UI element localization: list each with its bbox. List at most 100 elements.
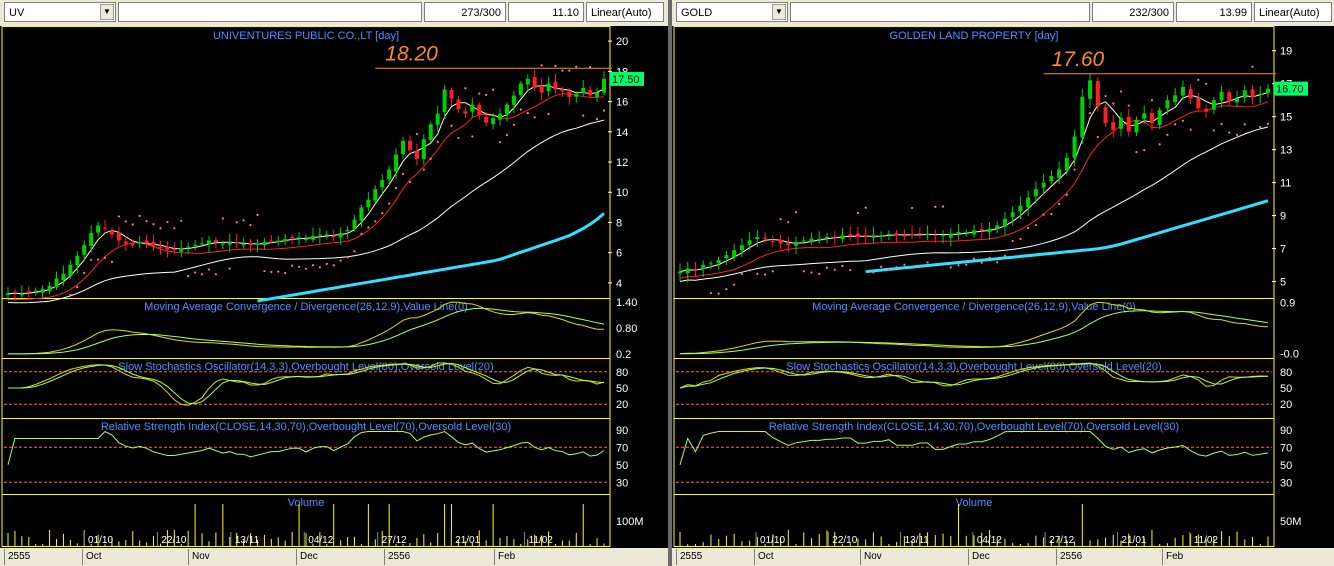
candle-body xyxy=(855,233,860,238)
last-price-box xyxy=(610,71,644,86)
candle-body xyxy=(54,278,59,288)
candle-body xyxy=(770,241,775,243)
candle-body xyxy=(886,233,891,235)
price-tick-label: 6 xyxy=(616,248,622,260)
chart-panel-uv: UV ▼ 273/300 11.10 Linear(Auto) UNIVENTU… xyxy=(0,0,668,566)
sar-dot xyxy=(849,268,852,272)
candle-body xyxy=(407,140,412,150)
price-tick-label: 4 xyxy=(616,278,622,290)
candle-body xyxy=(1041,182,1046,188)
date-label: 22/10 xyxy=(832,535,857,546)
sar-dot xyxy=(949,266,952,269)
candle-body xyxy=(484,116,489,123)
candle-body xyxy=(463,111,468,114)
candle-body xyxy=(12,292,17,294)
candle-body xyxy=(123,241,128,244)
candle-body xyxy=(373,189,378,201)
chart-area[interactable]: UNIVENTURES PUBLIC CO.,LT [day]201816141… xyxy=(0,26,668,548)
candle-body xyxy=(317,234,322,236)
price-tick-label: 7 xyxy=(1280,244,1286,256)
sar-dot xyxy=(980,261,983,264)
date-label: 21/01 xyxy=(455,535,480,546)
chevron-down-icon[interactable]: ▼ xyxy=(100,4,114,20)
sar-dot xyxy=(214,273,218,276)
stoch-tick-label: 20 xyxy=(616,399,628,411)
pane-divider[interactable] xyxy=(668,0,672,566)
sar-dot xyxy=(346,256,349,259)
sar-dot xyxy=(779,218,782,221)
vol-pane-border xyxy=(673,494,1275,547)
time-label: 2556 xyxy=(384,549,410,565)
candle-body xyxy=(917,233,922,235)
candle-body xyxy=(1010,212,1015,218)
time-axis: 2555 Oct Nov Dec 2556 Feb xyxy=(0,548,668,566)
sar-dot xyxy=(1065,193,1068,196)
candle-body xyxy=(310,236,315,240)
symbol-select[interactable]: UV ▼ xyxy=(4,2,116,22)
symbol-select[interactable]: GOLD ▼ xyxy=(676,2,788,22)
sar-dot xyxy=(1189,128,1192,131)
candle-body xyxy=(179,248,184,252)
price-tick-label: 19 xyxy=(1280,46,1292,58)
sar-dot xyxy=(284,271,287,275)
candle-body xyxy=(894,233,899,236)
sar-dot xyxy=(787,221,790,224)
sar-dot xyxy=(450,124,453,127)
candle-body xyxy=(910,233,915,236)
sar-dot xyxy=(138,214,141,217)
time-label: 2556 xyxy=(1056,549,1082,565)
candle-body xyxy=(560,89,565,91)
sar-dot xyxy=(256,213,259,217)
sar-dot xyxy=(709,291,713,295)
sar-dot xyxy=(934,205,937,208)
sar-dot xyxy=(1181,119,1184,122)
rsi-tick-label: 90 xyxy=(616,425,628,437)
sar-dot xyxy=(756,272,759,276)
sar-dot xyxy=(1104,94,1107,98)
sar-dot xyxy=(498,141,502,144)
sar-dot xyxy=(1003,254,1007,257)
sar-dot xyxy=(277,270,280,273)
rsi-line xyxy=(679,431,1269,465)
sar-dot xyxy=(318,266,321,269)
sar-dot xyxy=(1027,226,1030,230)
candle-body xyxy=(525,78,530,85)
candle-body xyxy=(220,243,225,245)
chart-area[interactable]: GOLDEN LAND PROPERTY [day]19171513119751… xyxy=(672,26,1334,548)
scale-mode[interactable]: Linear(Auto) xyxy=(1254,2,1332,22)
candle-body xyxy=(103,227,108,229)
macd-title: Moving Average Convergence / Divergence(… xyxy=(812,301,1136,313)
candle-body xyxy=(470,104,475,112)
sar-dot xyxy=(1050,212,1053,216)
scale-mode[interactable]: Linear(Auto) xyxy=(586,2,664,22)
sar-dot xyxy=(880,265,883,268)
sar-dot xyxy=(325,262,328,265)
sar-dot xyxy=(957,264,960,267)
candle-body xyxy=(89,233,94,247)
candle-body xyxy=(68,264,73,276)
sar-dot xyxy=(83,271,86,274)
candle-body xyxy=(817,238,822,242)
sar-dot xyxy=(228,267,231,270)
sar-dot xyxy=(131,223,134,226)
sar-dot xyxy=(235,221,238,224)
candle-body xyxy=(701,265,706,270)
sar-dot xyxy=(771,270,774,273)
sar-dot xyxy=(200,273,204,276)
sar-dot xyxy=(311,264,315,267)
candle-body xyxy=(504,104,509,114)
candle-body xyxy=(1080,96,1085,138)
volume-title: Volume xyxy=(956,497,993,509)
sar-dot xyxy=(903,263,906,266)
candle-body xyxy=(995,225,1000,229)
ma-fast-line xyxy=(679,91,1269,273)
price-tick-label: 20 xyxy=(616,36,628,48)
chevron-down-icon[interactable]: ▼ xyxy=(772,4,786,20)
sar-dot xyxy=(207,268,211,271)
candle-body xyxy=(794,241,799,246)
rsi-tick-label: 30 xyxy=(1280,477,1292,489)
sar-dot xyxy=(194,271,197,274)
candle-body xyxy=(75,255,80,266)
sar-dot xyxy=(841,264,844,267)
price-tick-label: 10 xyxy=(616,187,628,199)
